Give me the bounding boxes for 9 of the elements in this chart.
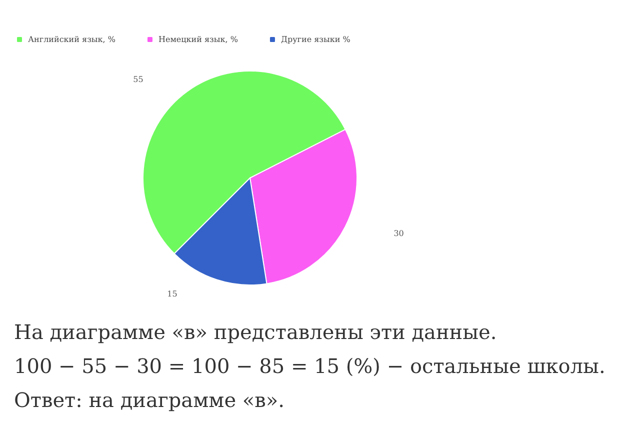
text: На диаграмме «в» представлены эти данные. [14, 319, 498, 346]
text: Ответ: на диаграмме «в». [14, 387, 286, 414]
legend-label: Другие языки % [280, 35, 351, 44]
data-label: 30 [394, 228, 404, 238]
legend-label: Немецкий язык, % [158, 35, 238, 44]
text: 100 − 55 − 30 = 100 − 85 = 15 (%) − остальные школы. [14, 353, 606, 380]
data-label: 15 [167, 290, 178, 299]
data-label: 55 [133, 74, 144, 84]
legend-label: Английский язык, % [28, 35, 116, 44]
